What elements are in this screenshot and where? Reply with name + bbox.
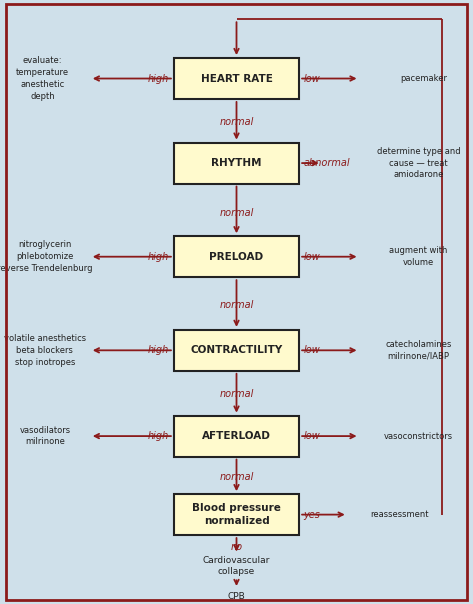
Text: reassessment: reassessment — [370, 510, 429, 519]
Text: augment with
volume: augment with volume — [389, 246, 448, 267]
Text: vasodilators
milrinone: vasodilators milrinone — [19, 426, 70, 446]
Text: pacemaker: pacemaker — [400, 74, 447, 83]
Text: low: low — [304, 345, 320, 355]
Text: Blood pressure
normalized: Blood pressure normalized — [192, 503, 281, 526]
Text: normal: normal — [219, 117, 254, 127]
Text: high: high — [148, 74, 169, 83]
FancyBboxPatch shape — [174, 330, 299, 371]
Text: PRELOAD: PRELOAD — [210, 252, 263, 262]
Text: CONTRACTILITY: CONTRACTILITY — [190, 345, 283, 355]
Text: HEART RATE: HEART RATE — [201, 74, 272, 83]
Text: high: high — [148, 431, 169, 441]
Text: low: low — [304, 74, 320, 83]
Text: vasoconstrictors: vasoconstrictors — [384, 432, 453, 440]
FancyBboxPatch shape — [174, 58, 299, 99]
Text: RHYTHM: RHYTHM — [211, 158, 262, 168]
FancyBboxPatch shape — [174, 236, 299, 277]
Text: abnormal: abnormal — [304, 158, 350, 168]
Text: normal: normal — [219, 300, 254, 310]
Text: high: high — [148, 252, 169, 262]
Text: volatile anesthetics
beta blockers
stop inotropes: volatile anesthetics beta blockers stop … — [4, 334, 86, 367]
Text: high: high — [148, 345, 169, 355]
Text: low: low — [304, 431, 320, 441]
Text: normal: normal — [219, 389, 254, 399]
Text: determine type and
cause — treat
amiodarone: determine type and cause — treat amiodar… — [377, 147, 460, 179]
FancyBboxPatch shape — [174, 143, 299, 184]
Text: low: low — [304, 252, 320, 262]
Text: CPB: CPB — [228, 592, 245, 600]
Text: normal: normal — [219, 208, 254, 217]
Text: catecholamines
milrinone/IABP: catecholamines milrinone/IABP — [385, 340, 452, 361]
Text: nitroglycerin
phlebotomize
reverse Trendelenburg: nitroglycerin phlebotomize reverse Trend… — [0, 240, 93, 273]
FancyBboxPatch shape — [174, 494, 299, 535]
Text: AFTERLOAD: AFTERLOAD — [202, 431, 271, 441]
Text: evaluate:
temperature
anesthetic
depth: evaluate: temperature anesthetic depth — [16, 56, 69, 101]
FancyBboxPatch shape — [174, 416, 299, 457]
Text: normal: normal — [219, 472, 254, 482]
Text: no: no — [230, 542, 243, 551]
Text: yes: yes — [304, 510, 321, 519]
Text: Cardiovascular
collapse: Cardiovascular collapse — [203, 556, 270, 576]
